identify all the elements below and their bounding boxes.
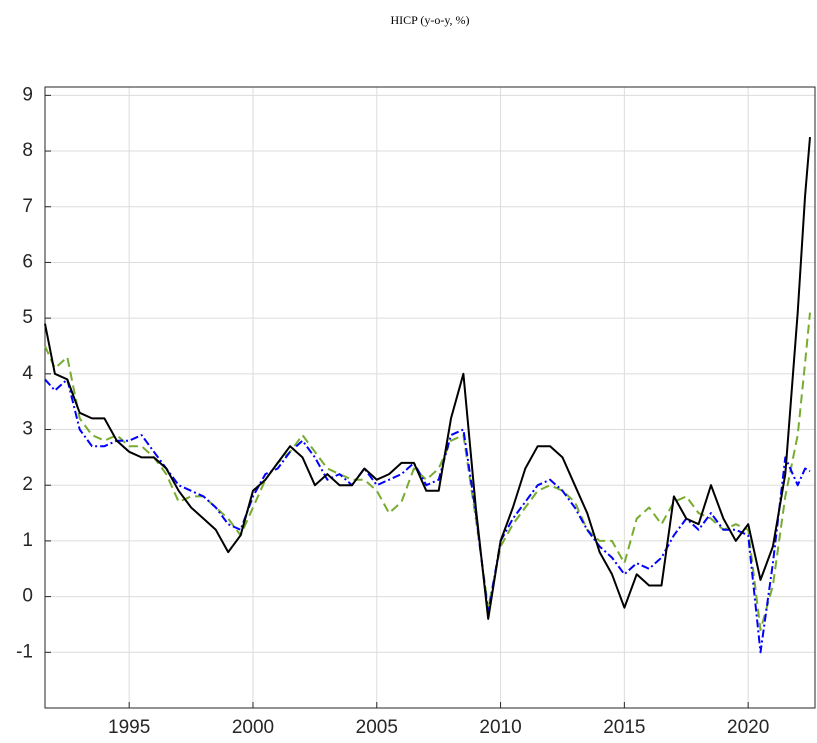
chart-title: HICP (y-o-y, %) <box>390 13 469 27</box>
y-tick-label: 5 <box>22 307 33 328</box>
x-tick-label: 2005 <box>356 717 398 738</box>
y-tick-label: 7 <box>22 196 33 217</box>
y-tick-label: 0 <box>22 586 33 607</box>
y-tick-label: 8 <box>22 140 33 161</box>
series-line <box>44 137 811 620</box>
x-tick-label: 2000 <box>232 717 274 738</box>
y-tick-label: 2 <box>22 474 33 495</box>
x-tick-label: 2020 <box>727 717 769 738</box>
x-tick-label: 1995 <box>108 717 150 738</box>
y-tick-label: -1 <box>16 641 33 662</box>
y-tick-label: 4 <box>22 363 33 384</box>
y-tick-label: 6 <box>22 251 33 272</box>
y-tick-label: 9 <box>22 84 33 105</box>
x-tick-label: 2015 <box>603 717 645 738</box>
y-tick-label: 1 <box>22 530 33 551</box>
x-tick-label: 2010 <box>479 717 521 738</box>
y-tick-label: 3 <box>22 419 33 440</box>
plot-frame <box>44 86 816 709</box>
series-line <box>44 378 811 654</box>
series-line <box>44 312 811 631</box>
